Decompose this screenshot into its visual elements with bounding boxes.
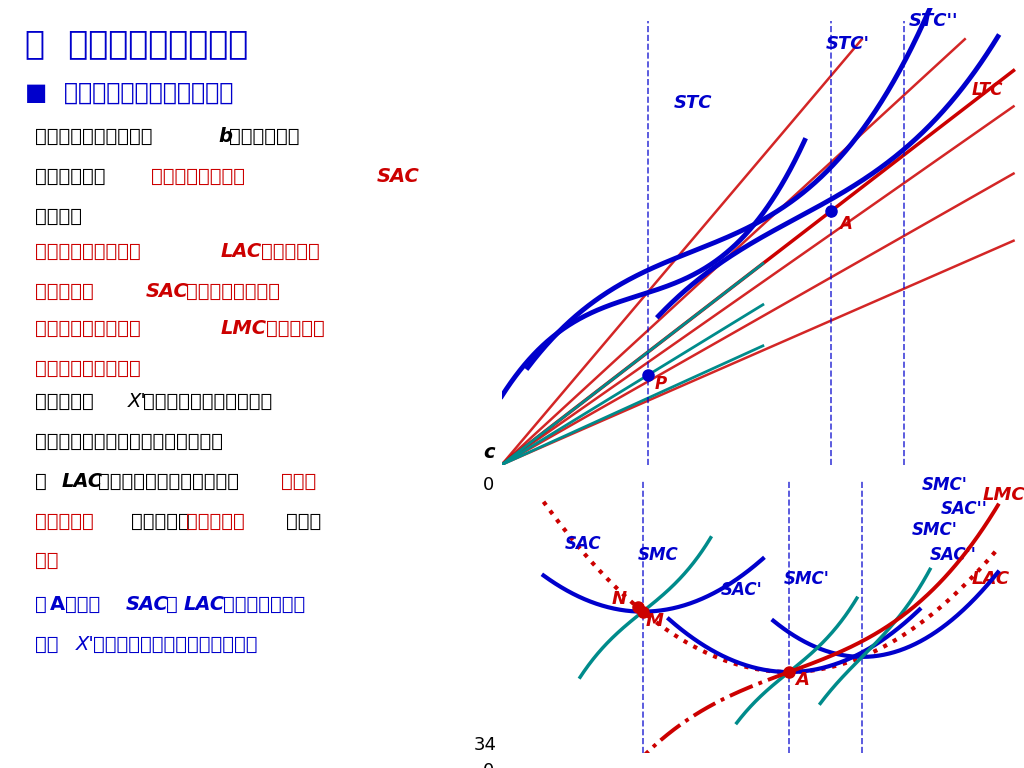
- Text: 長期限界費用曲線: 長期限界費用曲線: [35, 319, 141, 338]
- Text: 用: 用: [35, 472, 47, 491]
- Text: SAC: SAC: [564, 535, 601, 554]
- Text: c: c: [483, 443, 495, 462]
- Text: STC: STC: [674, 94, 713, 112]
- Text: LAC: LAC: [221, 242, 262, 261]
- Text: SAC: SAC: [126, 595, 168, 614]
- Text: X': X': [779, 766, 799, 768]
- Text: の包絡線である。: の包絡線である。: [186, 282, 280, 301]
- Text: SMC': SMC': [911, 521, 957, 539]
- Text: 均費用曲線は: 均費用曲線は: [35, 167, 105, 186]
- Text: 生産の利益: 生産の利益: [35, 511, 94, 531]
- Text: SMC: SMC: [638, 546, 678, 564]
- Text: X: X: [636, 766, 649, 768]
- Text: X': X': [128, 392, 146, 411]
- Text: 点では: 点では: [66, 595, 100, 614]
- Text: STC': STC': [825, 35, 869, 53]
- Text: が共に最小とな: が共に最小とな: [223, 595, 306, 614]
- Text: ■  長期の平均費用と限界費用: ■ 長期の平均費用と限界費用: [26, 81, 233, 104]
- Text: SAC: SAC: [377, 167, 419, 186]
- Text: は生産の最適規模と呼ばれる。: は生産の最適規模と呼ばれる。: [93, 635, 257, 654]
- Text: SAC': SAC': [721, 581, 763, 599]
- Text: P: P: [654, 375, 667, 392]
- Text: LAC: LAC: [972, 571, 1010, 588]
- Text: 大規模: 大規模: [282, 472, 316, 491]
- Text: A: A: [796, 671, 809, 690]
- Text: A: A: [50, 595, 66, 614]
- Text: ３  短期費用と長期費用: ３ 短期費用と長期費用: [26, 27, 249, 60]
- Text: 0: 0: [483, 763, 495, 768]
- Text: 産出量は: 産出量は: [35, 392, 94, 411]
- Text: LAC: LAC: [61, 472, 103, 491]
- Text: と: と: [166, 595, 177, 614]
- Text: 長期平均費用曲線: 長期平均費用曲線: [35, 242, 141, 261]
- Text: まで増加する場合に，固: まで増加する場合に，固: [143, 392, 272, 411]
- Text: 」または「: 」または「: [131, 511, 189, 531]
- Text: 」と呼: 」と呼: [287, 511, 322, 531]
- Text: X": X": [851, 766, 873, 768]
- Text: 均費用曲線: 均費用曲線: [35, 282, 94, 301]
- Text: ぶ。: ぶ。: [35, 551, 58, 571]
- Text: STC'': STC'': [909, 12, 958, 30]
- Text: 34: 34: [474, 737, 497, 754]
- Text: N: N: [611, 590, 627, 607]
- Text: 各々の固定費用水準: 各々の固定費用水準: [35, 127, 153, 146]
- Text: は各短期平: は各短期平: [261, 242, 319, 261]
- Text: に対応する平: に対応する平: [228, 127, 299, 146]
- Text: り，: り，: [35, 635, 58, 654]
- Text: M: M: [645, 612, 664, 631]
- Text: 短期平均費用曲線: 短期平均費用曲線: [151, 167, 245, 186]
- Text: A: A: [839, 215, 852, 233]
- Text: LMC: LMC: [221, 319, 267, 338]
- Text: である。: である。: [35, 207, 82, 226]
- Text: SMC': SMC': [783, 571, 829, 588]
- Text: LTC: LTC: [972, 81, 1004, 98]
- Text: SAC'': SAC'': [940, 501, 987, 518]
- Text: は各短期限: は各短期限: [266, 319, 325, 338]
- Text: LMC: LMC: [982, 486, 1024, 505]
- Text: 0: 0: [483, 476, 495, 494]
- Text: SAC'': SAC'': [930, 546, 977, 564]
- Text: 規模の経済: 規模の経済: [186, 511, 245, 531]
- Text: SMC': SMC': [923, 476, 968, 494]
- Text: SAC: SAC: [145, 282, 188, 301]
- Text: X': X': [76, 635, 94, 654]
- Text: 界費用と交差する。: 界費用と交差する。: [35, 359, 141, 378]
- Text: は低下する。この現象は「: は低下する。この現象は「: [98, 472, 239, 491]
- Text: LAC: LAC: [183, 595, 224, 614]
- Text: 定資本設備の拡張につれ長期平均費: 定資本設備の拡張につれ長期平均費: [35, 432, 223, 451]
- Text: b: b: [218, 127, 232, 146]
